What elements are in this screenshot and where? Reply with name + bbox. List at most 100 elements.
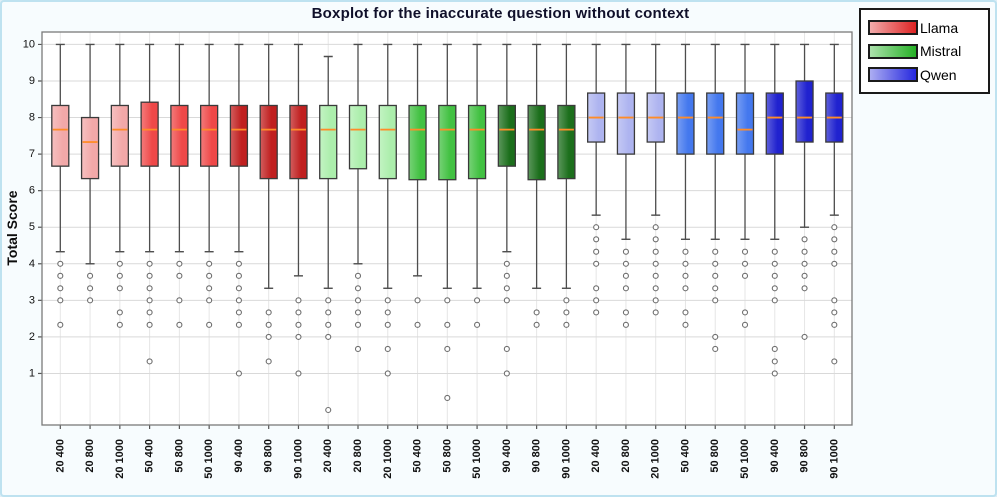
box-Llama-90-800 <box>259 43 278 365</box>
y-tick-label: 5 <box>29 221 35 233</box>
outlier-point <box>384 297 391 304</box>
y-tick-label: 7 <box>29 148 35 160</box>
box-Qwen-20-400 <box>587 43 606 316</box>
outlier-point <box>146 321 153 328</box>
outlier-point <box>622 285 629 292</box>
y-tick-label: 10 <box>23 38 35 50</box>
outlier-point <box>801 248 808 255</box>
outlier-point <box>474 321 481 328</box>
outlier-point <box>235 272 242 279</box>
outlier-point <box>771 272 778 279</box>
outlier-point <box>384 321 391 328</box>
box-Mistral-50-800 <box>438 43 457 401</box>
outlier-point <box>57 321 64 328</box>
box-Llama-20-400 <box>51 43 70 328</box>
outlier-point <box>593 260 600 267</box>
plot-border <box>41 31 853 426</box>
outlier-point <box>652 309 659 316</box>
chart-title: Boxplot for the inaccurate question with… <box>311 5 690 22</box>
outlier-point <box>146 272 153 279</box>
outlier-point <box>87 285 94 292</box>
outlier-point <box>444 321 451 328</box>
y-axis-label: Total Score <box>4 190 20 266</box>
legend-item-label: Mistral <box>920 43 962 59</box>
outlier-point <box>503 297 510 304</box>
outlier-point <box>712 285 719 292</box>
outlier-point <box>652 260 659 267</box>
outlier-point <box>176 321 183 328</box>
y-tick-label: 8 <box>29 112 35 124</box>
x-tick-label: 50 400 <box>412 439 424 473</box>
outlier-point <box>593 224 600 231</box>
outlier-point <box>712 333 719 340</box>
outlier-point <box>146 260 153 267</box>
outlier-point <box>682 248 689 255</box>
outlier-point <box>771 285 778 292</box>
outlier-point <box>563 297 570 304</box>
x-tick-label: 50 800 <box>173 439 185 473</box>
outlier-point <box>682 321 689 328</box>
outlier-point <box>741 248 749 255</box>
outlier-point <box>354 297 362 304</box>
outlier-point <box>622 309 629 316</box>
outlier-point <box>533 321 540 328</box>
outlier-point <box>593 309 600 316</box>
x-tick-label: 90 400 <box>233 439 245 473</box>
box-Llama-90-400 <box>229 43 249 377</box>
x-tick-label: 90 800 <box>799 439 811 473</box>
outlier-point <box>206 272 213 279</box>
x-tick-label: 20 1000 <box>650 439 662 479</box>
box-Mistral-90-400 <box>497 43 517 377</box>
outlier-point <box>563 321 570 328</box>
box-Qwen-20-800 <box>616 43 636 328</box>
legend-swatch-llama <box>868 20 918 35</box>
outlier-point <box>771 297 778 304</box>
outlier-point <box>354 321 362 328</box>
outlier-point <box>652 297 659 304</box>
x-tick-label: 50 800 <box>709 439 721 473</box>
outlier-point <box>771 248 778 255</box>
x-tick-label: 20 800 <box>84 439 96 473</box>
legend-item-label: Llama <box>920 19 959 36</box>
outlier-point <box>354 309 362 316</box>
outlier-point <box>712 297 719 304</box>
box-Mistral-20-800 <box>348 43 368 353</box>
outlier-point <box>87 297 94 304</box>
outlier-point <box>622 321 629 328</box>
outlier-point <box>295 333 302 340</box>
y-tick-label: 2 <box>29 331 35 343</box>
x-tick-label: 20 400 <box>54 439 66 473</box>
box-Qwen-50-400 <box>676 43 695 328</box>
outlier-point <box>831 321 838 328</box>
outlier-point <box>622 272 629 279</box>
outlier-point <box>593 285 600 292</box>
outlier-point <box>831 248 838 255</box>
box-Qwen-50-1000 <box>735 43 755 328</box>
outlier-point <box>533 309 540 316</box>
y-tick-label: 1 <box>29 367 35 379</box>
outlier-point <box>503 260 510 267</box>
outlier-point <box>682 309 689 316</box>
x-tick-label: 90 400 <box>769 439 781 473</box>
outlier-point <box>682 285 689 292</box>
outlier-point <box>57 285 64 292</box>
outlier-point <box>235 260 242 267</box>
outlier-point <box>265 309 272 316</box>
box-Llama-50-400 <box>140 43 159 365</box>
outlier-point <box>652 236 659 243</box>
box-Llama-20-1000 <box>110 43 129 328</box>
outlier-point <box>354 345 362 353</box>
outlier-point <box>116 285 123 292</box>
outlier-point <box>652 224 659 231</box>
box-Mistral-50-1000 <box>467 43 487 328</box>
outlier-point <box>206 321 213 328</box>
x-tick-label: 20 800 <box>620 439 632 473</box>
box-Mistral-90-1000 <box>557 43 576 328</box>
outlier-point <box>771 358 778 365</box>
outlier-point <box>503 370 510 377</box>
legend: Llama Mistral Qwen <box>859 8 990 94</box>
outlier-point <box>325 333 332 340</box>
x-tick-label: 90 800 <box>263 439 275 473</box>
